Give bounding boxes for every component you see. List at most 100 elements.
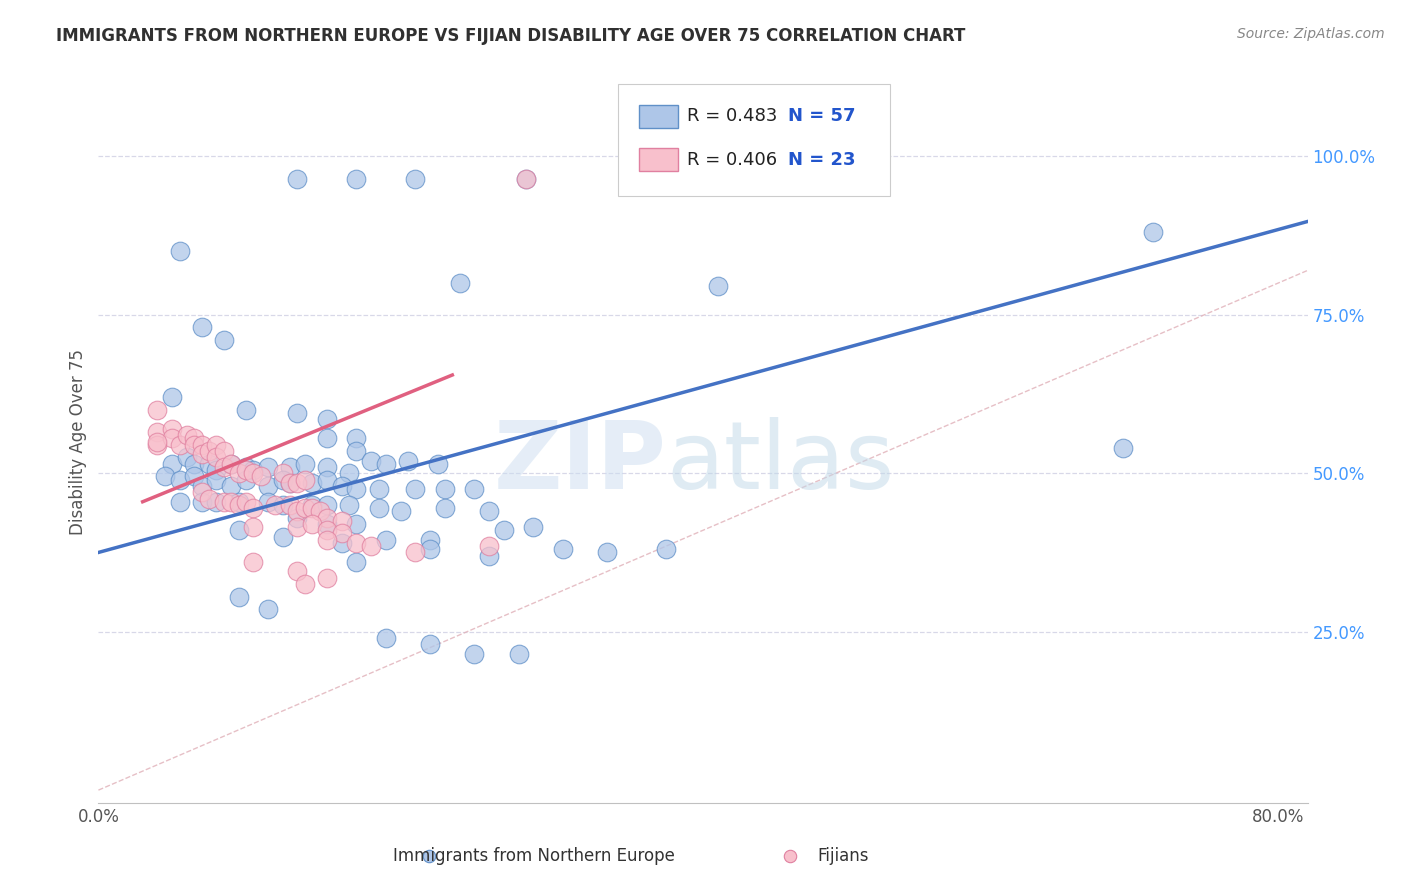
Point: [160, 457, 183, 471]
Point: [706, 279, 728, 293]
Point: [596, 545, 619, 559]
Point: [278, 498, 301, 512]
Point: [551, 542, 574, 557]
Point: [346, 171, 368, 186]
Point: [198, 457, 221, 471]
Point: [212, 333, 235, 347]
Point: [176, 428, 198, 442]
Point: [190, 447, 212, 461]
Point: [160, 431, 183, 445]
FancyBboxPatch shape: [638, 148, 678, 171]
Point: [1142, 226, 1164, 240]
Point: [294, 457, 316, 471]
Point: [316, 498, 339, 512]
Point: [190, 320, 212, 334]
Point: [287, 406, 309, 420]
Point: [316, 473, 339, 487]
Point: [1112, 441, 1135, 455]
Point: [160, 390, 183, 404]
Point: [287, 475, 309, 490]
FancyBboxPatch shape: [619, 84, 890, 196]
Point: [257, 479, 280, 493]
Point: [228, 494, 250, 508]
Point: [301, 516, 323, 531]
Point: [294, 473, 316, 487]
Point: [183, 469, 205, 483]
Point: [316, 523, 339, 537]
Point: [360, 539, 382, 553]
Point: [198, 444, 221, 458]
Point: [190, 485, 212, 500]
Point: [242, 463, 264, 477]
Text: ZIP: ZIP: [494, 417, 666, 509]
Point: [287, 504, 309, 518]
Point: [449, 276, 471, 290]
Point: [404, 545, 426, 559]
Point: [205, 450, 228, 465]
Point: [146, 425, 169, 439]
Text: R = 0.406: R = 0.406: [688, 151, 778, 169]
Point: [242, 555, 264, 569]
Point: [212, 494, 235, 508]
Point: [515, 171, 537, 186]
Point: [346, 536, 368, 550]
Point: [337, 498, 360, 512]
Point: [287, 565, 309, 579]
Point: [375, 533, 398, 547]
Point: [183, 438, 205, 452]
Point: [205, 463, 228, 477]
Point: [346, 482, 368, 496]
Point: [404, 482, 426, 496]
Point: [508, 647, 530, 661]
Point: [478, 504, 501, 518]
Point: [316, 459, 339, 474]
Point: [198, 491, 221, 506]
Point: [271, 473, 294, 487]
Point: [278, 459, 301, 474]
Point: [205, 494, 228, 508]
Point: [294, 501, 316, 516]
Point: [228, 498, 250, 512]
Point: [375, 631, 398, 645]
Point: [183, 457, 205, 471]
Point: [169, 244, 191, 259]
Point: [271, 498, 294, 512]
Point: [396, 453, 419, 467]
Point: [463, 482, 485, 496]
Point: [316, 533, 339, 547]
Point: [257, 459, 280, 474]
Point: [146, 402, 169, 417]
Point: [169, 438, 191, 452]
Point: [316, 431, 339, 445]
Point: [316, 571, 339, 585]
Point: [271, 467, 294, 481]
Text: N = 23: N = 23: [787, 151, 855, 169]
Point: [169, 473, 191, 487]
Point: [779, 849, 801, 863]
Point: [346, 555, 368, 569]
Point: [301, 475, 323, 490]
Point: [212, 459, 235, 474]
Point: [419, 542, 441, 557]
Point: [308, 504, 330, 518]
Point: [655, 542, 678, 557]
Point: [389, 504, 412, 518]
Point: [153, 469, 176, 483]
Point: [257, 494, 280, 508]
Point: [146, 434, 169, 449]
Point: [287, 520, 309, 534]
Point: [287, 171, 309, 186]
Point: [301, 501, 323, 516]
Text: IMMIGRANTS FROM NORTHERN EUROPE VS FIJIAN DISABILITY AGE OVER 75 CORRELATION CHA: IMMIGRANTS FROM NORTHERN EUROPE VS FIJIA…: [56, 27, 966, 45]
Point: [235, 402, 257, 417]
Point: [219, 457, 242, 471]
Point: [242, 501, 264, 516]
Text: N = 57: N = 57: [787, 107, 855, 126]
Point: [257, 602, 280, 616]
Point: [330, 514, 353, 528]
Text: Immigrants from Northern Europe: Immigrants from Northern Europe: [394, 847, 675, 865]
Point: [418, 849, 440, 863]
Point: [228, 467, 250, 481]
FancyBboxPatch shape: [638, 105, 678, 128]
Point: [146, 438, 169, 452]
